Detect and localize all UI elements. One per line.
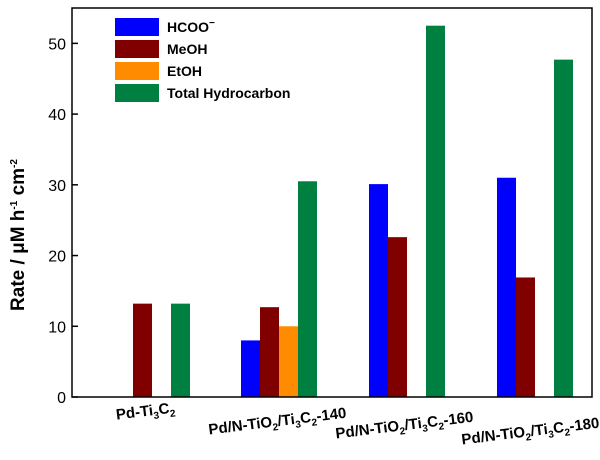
y-tick-label: 20	[48, 249, 66, 266]
y-axis-title: Rate / μM h-1 cm-2	[8, 159, 29, 311]
axes-group	[71, 7, 593, 398]
y-tick-label: 10	[48, 319, 66, 336]
bars-group	[133, 25, 573, 397]
bar-total-hydrocarbon	[554, 59, 573, 397]
y-ticks-group: 0 10 20 30 40 50	[48, 36, 78, 407]
y-tick-label: 30	[48, 178, 66, 195]
bar-total-hydrocarbon	[171, 303, 190, 397]
y-tick-label: 50	[48, 36, 66, 53]
y-tick-label: 0	[57, 390, 66, 407]
legend-swatch-meoh	[115, 40, 159, 58]
plot-frame	[71, 7, 593, 398]
legend-label-etoh: EtOH	[167, 63, 202, 79]
legend-swatch-hcoo	[115, 18, 159, 36]
legend-label-total-hydrocarbon: Total Hydrocarbon	[167, 85, 290, 101]
bar-etoh	[279, 326, 298, 397]
bar-hcoo	[241, 340, 260, 397]
x-category-label: Pd/N-TiO2/Ti3C2-140	[208, 405, 348, 442]
legend: HCOO− MeOH EtOH Total Hydrocarbon	[115, 18, 290, 102]
legend-swatch-etoh	[115, 62, 159, 80]
legend-label-meoh: MeOH	[167, 41, 207, 57]
bar-meoh	[133, 303, 152, 397]
x-category-label: Pd/N-TiO2/Ti3C2-160	[335, 409, 475, 446]
x-category-label: Pd/N-TiO2/Ti3C2-180	[461, 415, 600, 452]
bar-total-hydrocarbon	[298, 181, 317, 397]
bar-meoh	[260, 307, 279, 397]
bar-hcoo	[497, 177, 516, 397]
bar-meoh	[516, 277, 535, 397]
x-category-label: Pd-Ti3C2	[115, 399, 177, 426]
legend-swatch-total-hydrocarbon	[115, 84, 159, 102]
bar-total-hydrocarbon	[426, 25, 445, 397]
bar-meoh	[388, 237, 407, 397]
bar-hcoo	[369, 184, 388, 397]
legend-label-hcoo: HCOO−	[167, 18, 215, 35]
y-tick-label: 40	[48, 107, 66, 124]
x-labels-group: Pd-Ti3C2 Pd/N-TiO2/Ti3C2-140Pd/N-TiO2/Ti3…	[115, 399, 600, 452]
